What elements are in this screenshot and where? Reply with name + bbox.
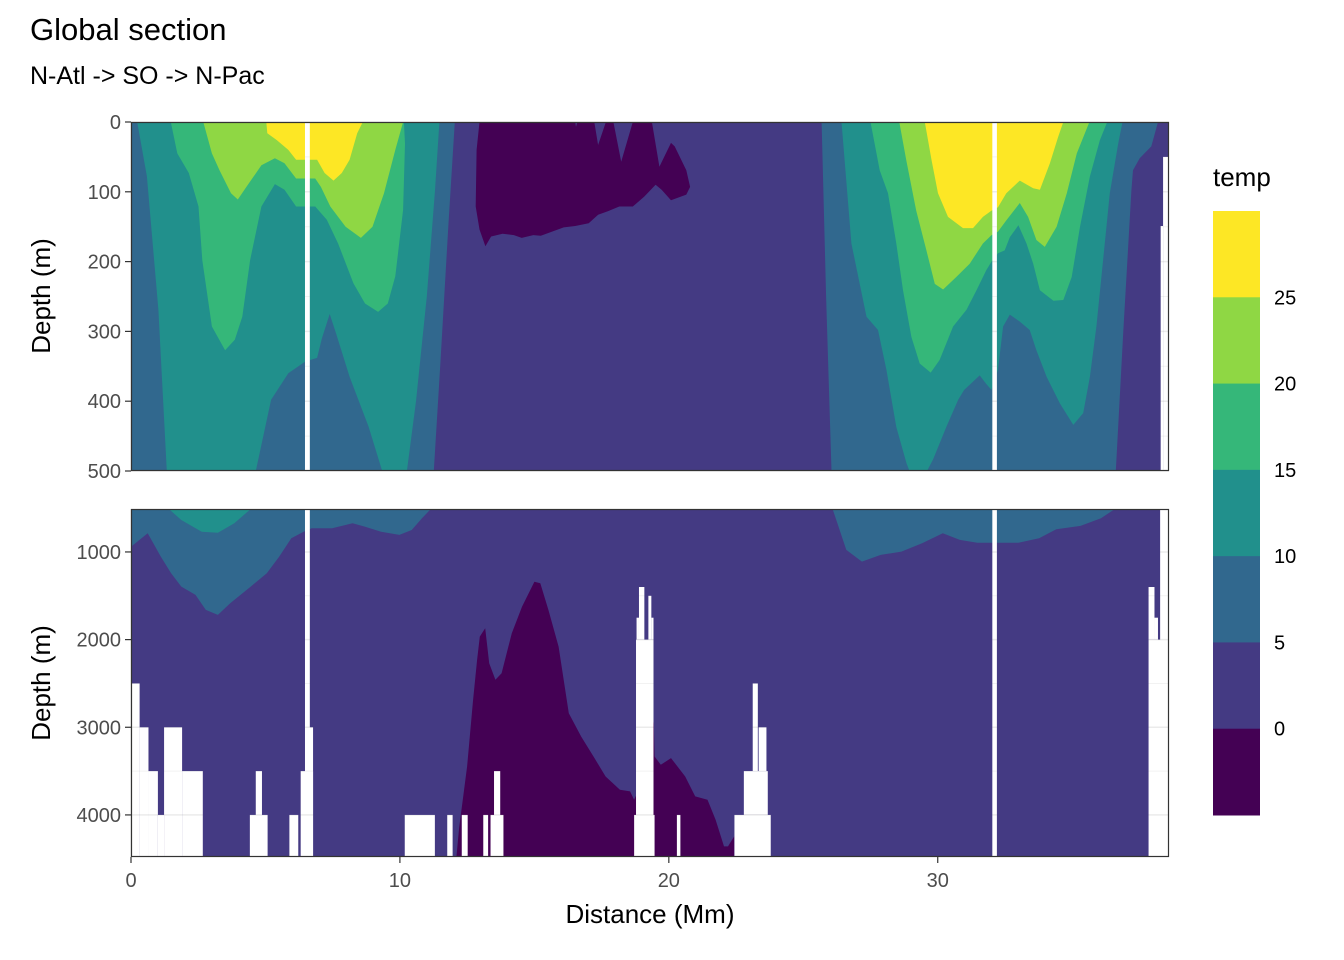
contour-region-5-10: [832, 509, 1115, 562]
panels: 0 100 200 300 400 500 1000 2000 3000 4000: [77, 112, 1170, 858]
panel-border: [130, 508, 1170, 858]
chart-subtitle: N-Atl -> SO -> N-Pac: [30, 62, 265, 90]
panel-upper: 0 100 200 300 400 500: [88, 112, 1170, 483]
legend-color-bin: [1213, 469, 1260, 557]
panel-border: [130, 121, 1170, 472]
x-axis-label: Distance (Mm): [565, 899, 734, 929]
legend-color-bin: [1213, 383, 1260, 471]
x-tick-label: 20: [658, 870, 680, 892]
legend-break-label: 0: [1274, 719, 1285, 741]
y-tick-label: 300: [88, 321, 121, 343]
legend-break-label: 20: [1274, 374, 1296, 396]
contour-fills: [131, 509, 1169, 857]
legend-color-bin: [1213, 297, 1260, 385]
legend-color-bin: [1213, 728, 1260, 816]
contour-region-20-25: [203, 122, 404, 238]
legend-title: temp: [1213, 162, 1271, 192]
x-tick-label: 0: [125, 870, 136, 892]
legend-color-bin: [1213, 556, 1260, 643]
legend-break-label: 15: [1274, 460, 1296, 482]
legend-color-bin: [1213, 211, 1260, 298]
x-tick-label: 30: [927, 870, 949, 892]
legend-color-bin: [1213, 642, 1260, 730]
contour-region-above-25: [924, 122, 1064, 229]
x-tick-label: 10: [389, 870, 411, 892]
legend-break-label: 10: [1274, 546, 1296, 568]
contour-region-10-15: [168, 509, 251, 533]
y-tick-label: 400: [88, 391, 121, 413]
chart-title: Global section: [30, 12, 226, 47]
panel-lower: 1000 2000 3000 4000: [77, 508, 1170, 858]
legend-break-label: 5: [1274, 632, 1285, 654]
y-tick-label: 0: [110, 112, 121, 134]
legend-break-label: 25: [1274, 287, 1296, 309]
contour-region-below-0: [456, 581, 735, 857]
legend: temp 25 20 15 10 5 0: [1213, 162, 1296, 816]
y-tick-label: 2000: [77, 630, 122, 652]
contour-region-above-25: [266, 122, 363, 181]
y-axis-label-top: Depth (m): [26, 238, 56, 354]
y-tick-label: 500: [88, 461, 121, 483]
x-axis: 0 10 20 30: [125, 857, 949, 892]
contour-region-below-0: [475, 122, 691, 247]
y-tick-label: 3000: [77, 717, 122, 739]
contour-region-5-10: [131, 509, 431, 615]
y-tick-label: 4000: [77, 805, 122, 827]
y-tick-label: 1000: [77, 542, 122, 564]
contour-fills: [131, 122, 1169, 471]
y-tick-label: 200: [88, 252, 121, 274]
y-axis-label-bottom: Depth (m): [26, 625, 56, 741]
y-tick-label: 100: [88, 182, 121, 204]
